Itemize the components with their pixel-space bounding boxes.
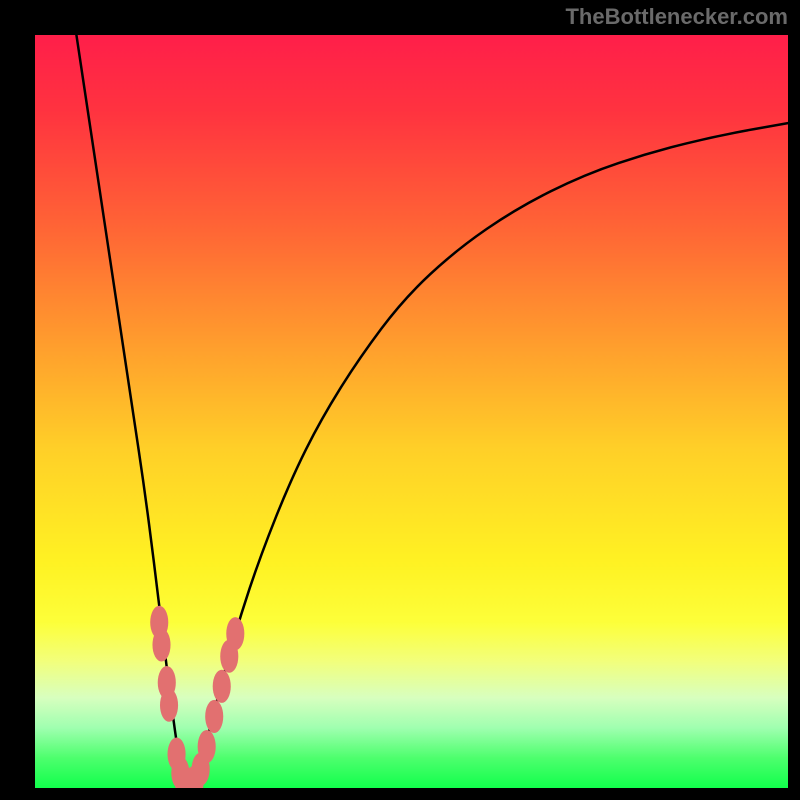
- marker-point: [226, 617, 244, 650]
- plot-area: [35, 35, 788, 788]
- right-curve: [186, 123, 788, 786]
- marker-point: [213, 670, 231, 703]
- chart-container: TheBottlenecker.com: [0, 0, 800, 800]
- watermark-text: TheBottlenecker.com: [565, 4, 788, 30]
- chart-svg: [35, 35, 788, 788]
- marker-point: [160, 689, 178, 722]
- marker-point: [205, 700, 223, 733]
- marker-point: [198, 730, 216, 763]
- marker-point: [152, 628, 170, 661]
- marker-group: [150, 606, 244, 788]
